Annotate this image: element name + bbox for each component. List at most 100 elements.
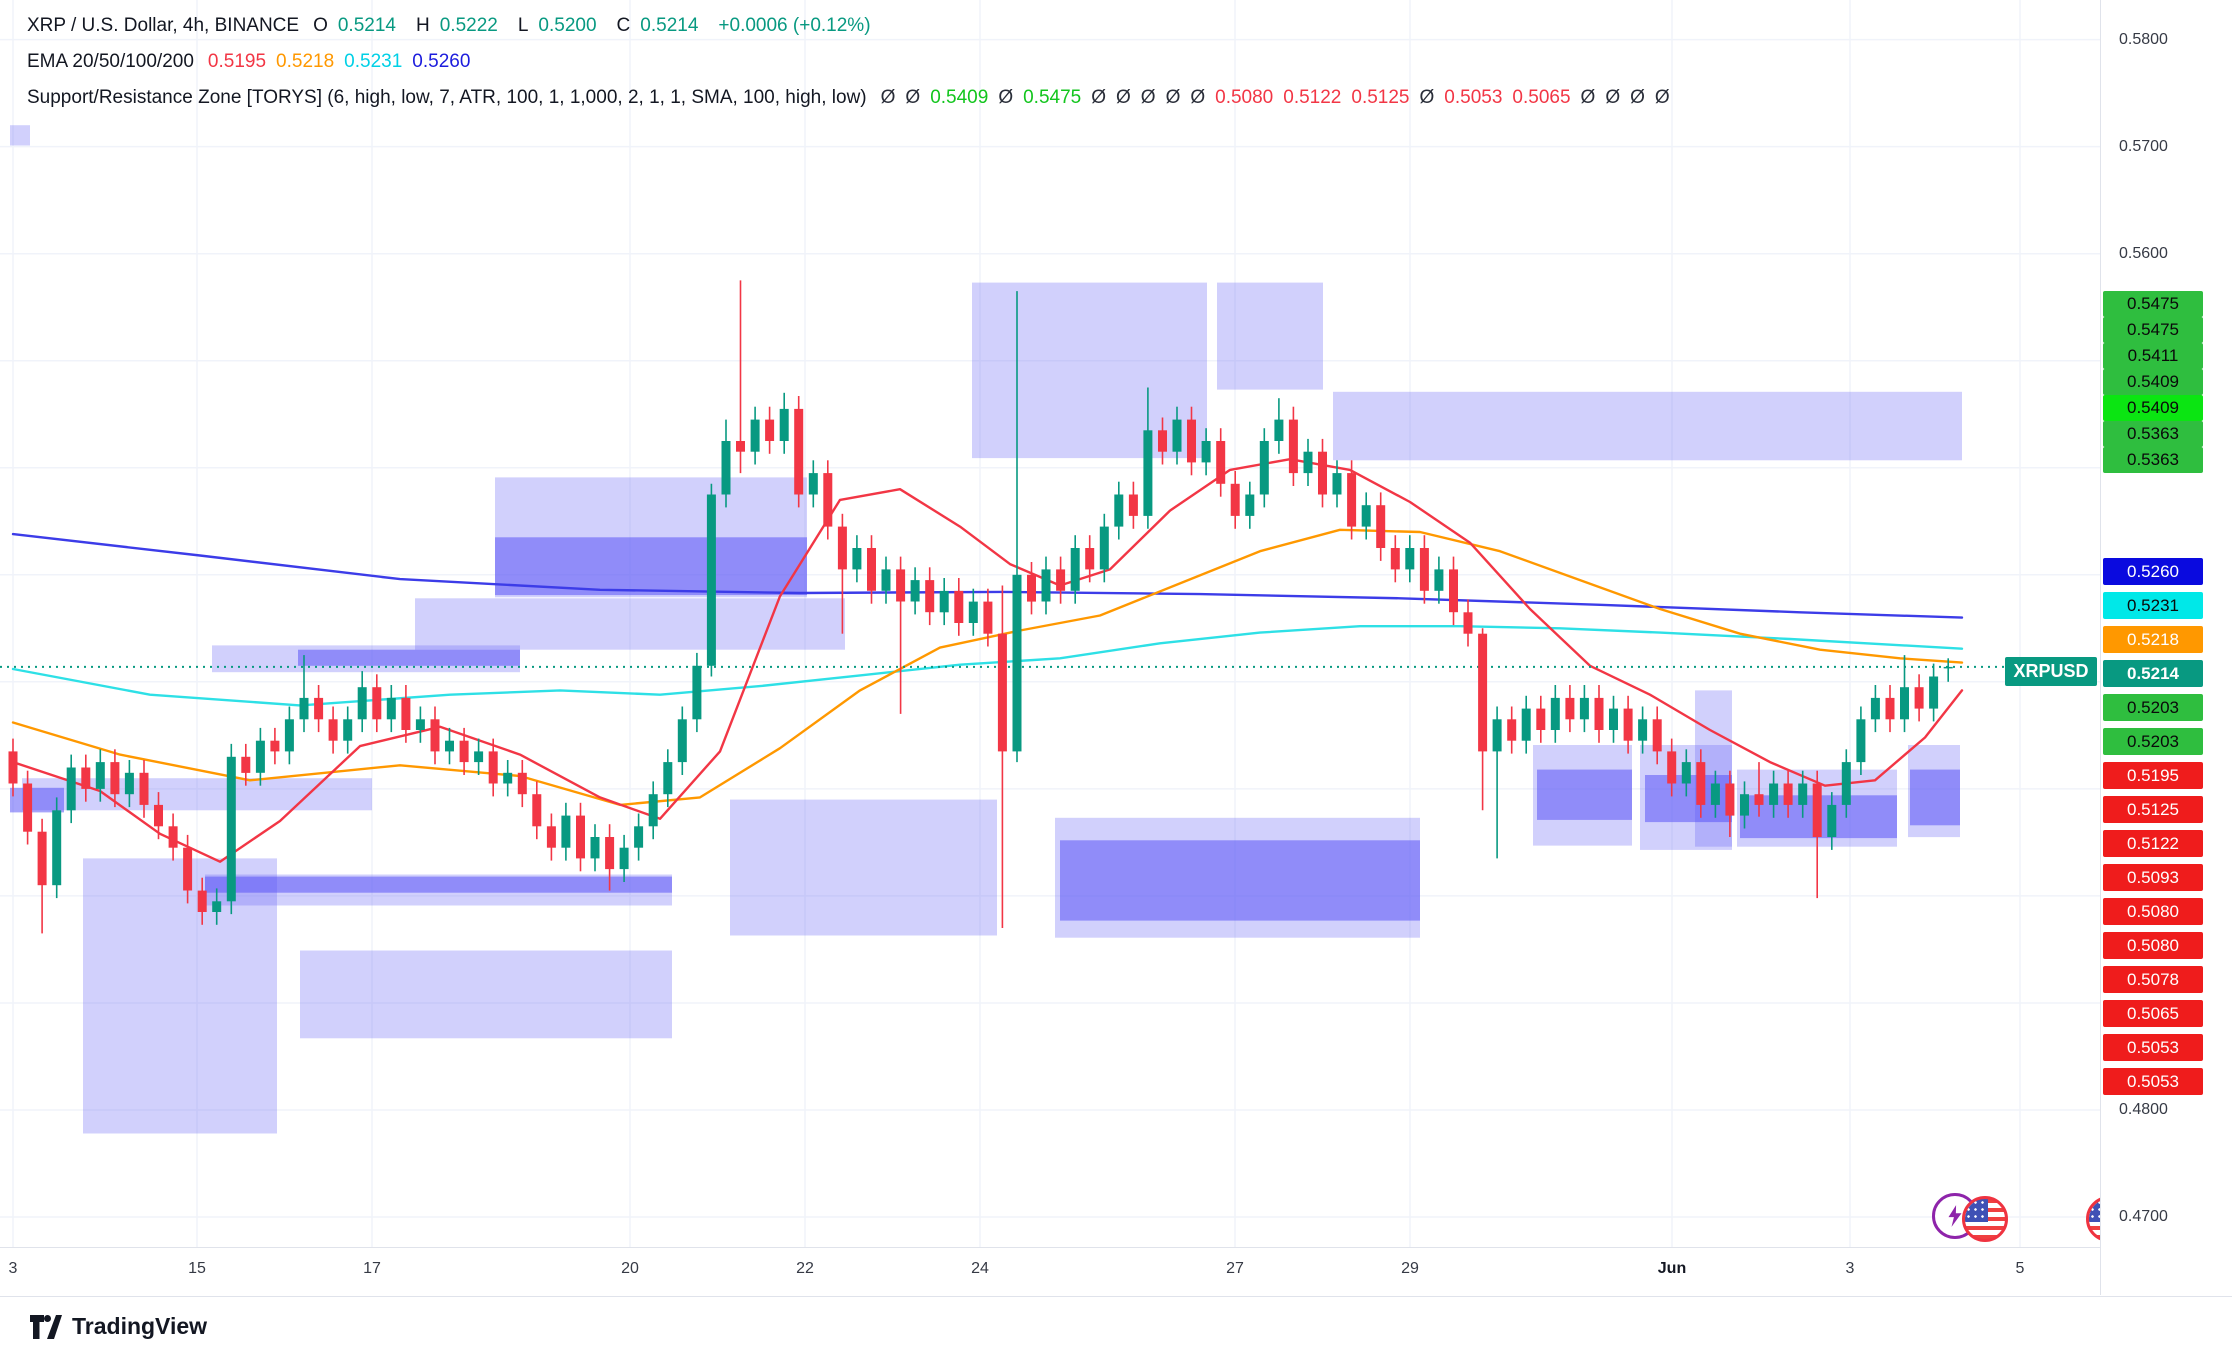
us-flag-icon: [1962, 1196, 2008, 1242]
candle: [255, 740, 265, 773]
price-tick-label: 0.4800: [2119, 1100, 2168, 1118]
candle: [415, 719, 425, 730]
chart-pane[interactable]: [0, 0, 2100, 1247]
candle: [1085, 548, 1095, 570]
candle: [1390, 548, 1400, 570]
time-tick-label: 3: [1845, 1260, 1855, 1277]
time-tick-label: 5: [2015, 1260, 2025, 1277]
candle: [736, 441, 745, 452]
candle: [823, 473, 833, 527]
sr-zone-value: 0.5080: [1215, 87, 1274, 108]
ema-200-line: [11, 532, 1964, 619]
sr-zone-value: Ø: [1116, 87, 1131, 108]
candle: [430, 719, 440, 752]
sr-indicator-label[interactable]: Support/Resistance Zone [TORYS] (6, high…: [27, 87, 867, 108]
candle: [1696, 762, 1706, 805]
indicator-price-badge: 0.5080: [2103, 898, 2203, 925]
candle: [837, 526, 847, 570]
support-resistance-zone: [495, 537, 807, 596]
support-resistance-zone: [298, 649, 520, 666]
candle: [867, 548, 876, 591]
candle: [1347, 473, 1357, 527]
symbol-title[interactable]: XRP / U.S. Dollar, 4h, BINANCE: [27, 15, 300, 36]
candle: [1056, 569, 1066, 591]
indicator-price-badge: 0.5260: [2103, 558, 2203, 585]
candle: [212, 901, 222, 912]
candle: [1623, 708, 1633, 741]
candle: [1230, 483, 1240, 516]
sr-zone-value: Ø: [1630, 87, 1645, 108]
sr-zone-legend-row[interactable]: Support/Resistance Zone [TORYS] (6, high…: [27, 80, 1680, 116]
candle: [23, 783, 33, 832]
candle: [1099, 526, 1109, 570]
ema-legend-row[interactable]: EMA 20/50/100/200 0.5195 0.5218 0.5231 0.52…: [27, 44, 1680, 80]
candle: [95, 762, 105, 789]
ema-values: 0.5195 0.5218 0.5231 0.5260: [208, 51, 481, 73]
candle: [1943, 666, 1953, 669]
candle: [1870, 697, 1880, 720]
candle: [1128, 494, 1138, 516]
ema-indicator-label[interactable]: EMA 20/50/100/200: [27, 51, 194, 72]
candle: [1449, 569, 1458, 613]
sr-zone-value: 0.5409: [930, 87, 989, 108]
candle: [1332, 473, 1342, 495]
candle: [81, 767, 91, 789]
candle: [1492, 719, 1502, 752]
candle: [343, 719, 353, 741]
chart-legend: XRP / U.S. Dollar, 4h, BINANCE O 0.5214 H 0…: [27, 8, 1680, 116]
candle: [1303, 451, 1313, 474]
support-resistance-zone: [205, 876, 672, 893]
candle: [532, 794, 542, 827]
sr-zone-value: 0.5065: [1512, 87, 1571, 108]
candle: [1041, 569, 1051, 602]
support-resistance-zone: [1217, 282, 1323, 390]
candle: [154, 804, 163, 827]
candle: [1783, 783, 1793, 805]
indicator-price-badge: 0.5080: [2103, 932, 2203, 959]
zone-price-badge: 0.5409: [2103, 369, 2203, 395]
candle: [881, 569, 891, 591]
candle: [1550, 697, 1560, 730]
candle: [1012, 574, 1022, 752]
sr-zone-value: Ø: [1654, 87, 1670, 108]
ema-value: 0.5231: [344, 51, 403, 72]
time-scale[interactable]: 3 15 17 20 22 24 27 29 Jun 3 5: [0, 1247, 2232, 1297]
candle: [1885, 697, 1895, 720]
indicator-price-badge: 0.5093: [2103, 864, 2203, 891]
support-resistance-zone: [730, 799, 997, 936]
candle: [1900, 687, 1909, 720]
support-resistance-zone: [1910, 769, 1960, 826]
candle: [1667, 751, 1677, 784]
candle: [474, 751, 484, 763]
candle: [372, 687, 382, 720]
price-tick-label: 0.5600: [2119, 244, 2168, 262]
candle: [1565, 697, 1575, 720]
symbol-legend-row[interactable]: XRP / U.S. Dollar, 4h, BINANCE O 0.5214 H 0…: [27, 8, 1680, 44]
price-tick-label: 0.5700: [2119, 137, 2168, 155]
candle: [1769, 783, 1779, 805]
candle: [1638, 719, 1648, 741]
candle: [8, 751, 18, 784]
candle: [168, 826, 178, 848]
candle: [1288, 419, 1298, 474]
candle: [1841, 762, 1851, 805]
candle: [590, 837, 600, 859]
indicator-price-badge: 0.5218: [2103, 626, 2203, 653]
candle: [314, 697, 324, 720]
candle: [1201, 441, 1211, 463]
candle: [1929, 676, 1939, 709]
candle: [1754, 794, 1764, 805]
candle: [37, 831, 47, 886]
indicator-price-badge: 0.5053: [2103, 1068, 2203, 1095]
price-chart[interactable]: [0, 0, 2100, 1247]
tradingview-logo[interactable]: TradingView: [30, 1313, 207, 1340]
candle: [1143, 430, 1153, 516]
candle: [197, 890, 207, 912]
candle: [1812, 783, 1822, 837]
zone-price-badge: 0.5475: [2103, 317, 2203, 343]
candle: [459, 740, 469, 763]
sr-zone-value: Ø: [1140, 87, 1156, 108]
ohlc-value: H 0.5222: [415, 15, 498, 36]
ohlc-value: O 0.5214: [313, 15, 396, 36]
